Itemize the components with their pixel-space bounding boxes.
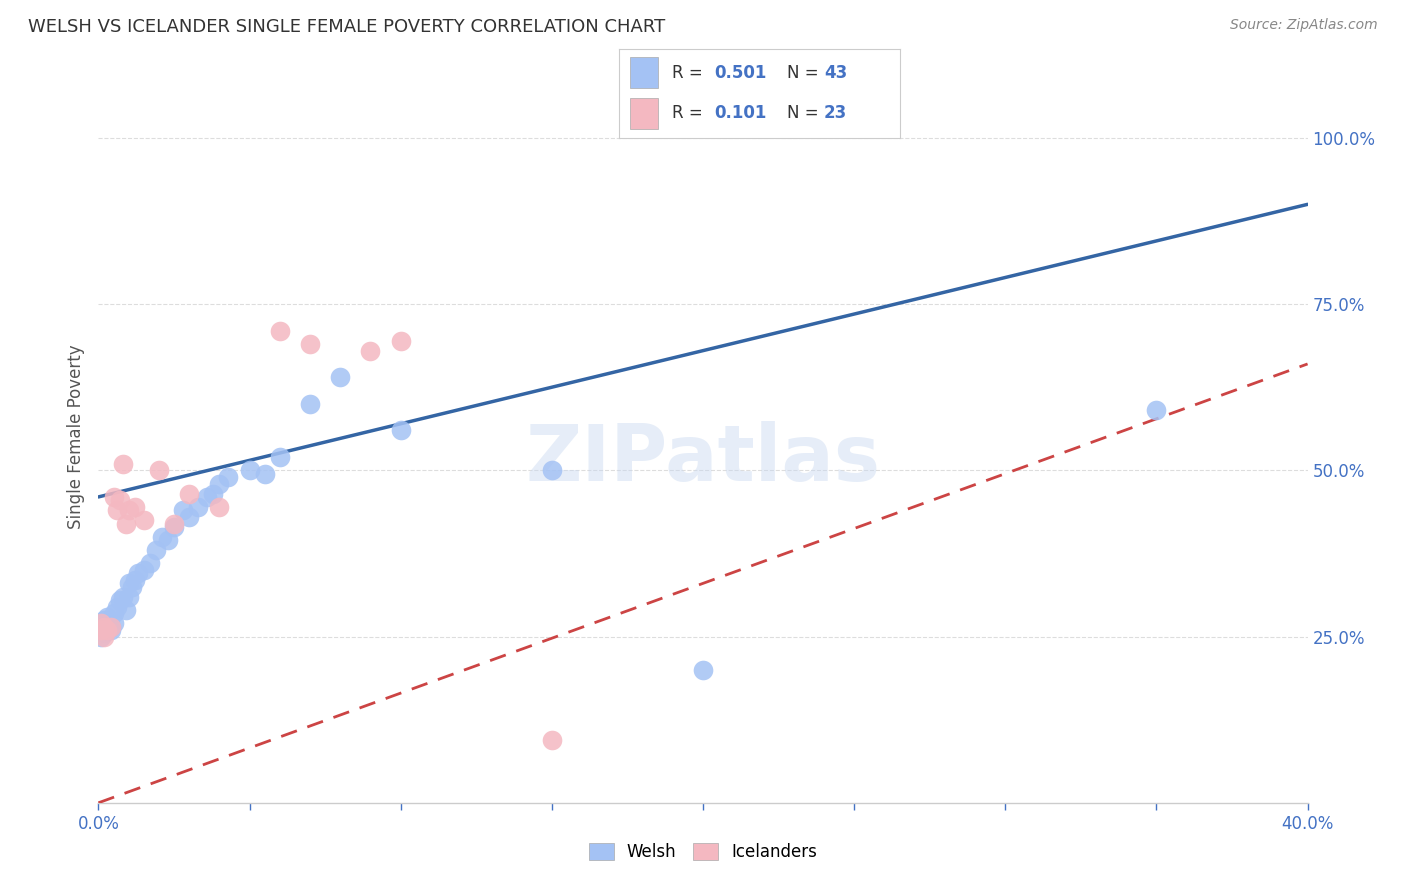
Point [103,616,125,631]
Point [329,370,352,384]
Point [127,566,149,581]
Point [90,616,112,631]
Point [90,630,112,644]
Point [111,590,134,604]
Legend: Welsh, Icelanders: Welsh, Icelanders [582,836,824,868]
Text: ZIPatlas: ZIPatlas [526,421,880,497]
Point [100,623,122,637]
Text: R =: R = [672,64,709,82]
Point [114,516,136,531]
Point [269,450,291,464]
Point [93,630,115,644]
Point [90,623,112,637]
Point [96,616,118,631]
Point [105,599,128,614]
Text: Source: ZipAtlas.com: Source: ZipAtlas.com [1230,18,1378,32]
Point [132,563,155,577]
Point [93,613,115,627]
Point [93,626,115,640]
Point [202,486,225,500]
Point [103,490,125,504]
Point [253,467,276,481]
Y-axis label: Single Female Poverty: Single Female Poverty [66,345,84,529]
FancyBboxPatch shape [630,57,658,88]
Point [100,619,122,633]
Point [187,500,209,514]
Point [692,663,714,677]
Point [108,593,131,607]
Point [96,609,118,624]
Point [118,576,141,591]
Text: 0.501: 0.501 [714,64,766,82]
Point [299,337,322,351]
Point [100,619,122,633]
Point [118,503,141,517]
Point [90,623,112,637]
Text: 0.101: 0.101 [714,104,766,122]
Point [124,500,146,514]
Point [93,619,115,633]
Point [163,516,186,531]
Point [540,732,562,747]
Point [163,520,186,534]
Point [93,619,115,633]
Point [172,503,194,517]
Point [150,530,173,544]
Text: N =: N = [787,64,824,82]
Text: N =: N = [787,104,824,122]
Text: 43: 43 [824,64,848,82]
Text: 23: 23 [824,104,848,122]
Point [118,590,141,604]
FancyBboxPatch shape [630,98,658,129]
Point [108,493,131,508]
Point [103,607,125,621]
Point [389,334,412,348]
Point [90,616,112,631]
Point [139,557,162,571]
Point [179,509,201,524]
Point [208,476,231,491]
Point [179,486,201,500]
Point [156,533,179,548]
Point [114,603,136,617]
Point [96,623,118,637]
Point [360,343,382,358]
Point [195,490,218,504]
Text: R =: R = [672,104,709,122]
Point [208,500,231,514]
Point [132,513,155,527]
Point [540,463,562,477]
Point [299,397,322,411]
Text: WELSH VS ICELANDER SINGLE FEMALE POVERTY CORRELATION CHART: WELSH VS ICELANDER SINGLE FEMALE POVERTY… [28,18,665,36]
Point [121,580,143,594]
Point [105,503,128,517]
Point [239,463,262,477]
Point [389,424,412,438]
Point [269,324,291,338]
Point [1144,403,1167,417]
Point [111,457,134,471]
Point [145,543,167,558]
Point [217,470,239,484]
Point [124,573,146,587]
Point [148,463,170,477]
